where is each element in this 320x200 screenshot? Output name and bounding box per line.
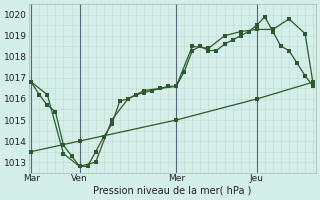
X-axis label: Pression niveau de la mer( hPa ): Pression niveau de la mer( hPa ) [93,186,252,196]
